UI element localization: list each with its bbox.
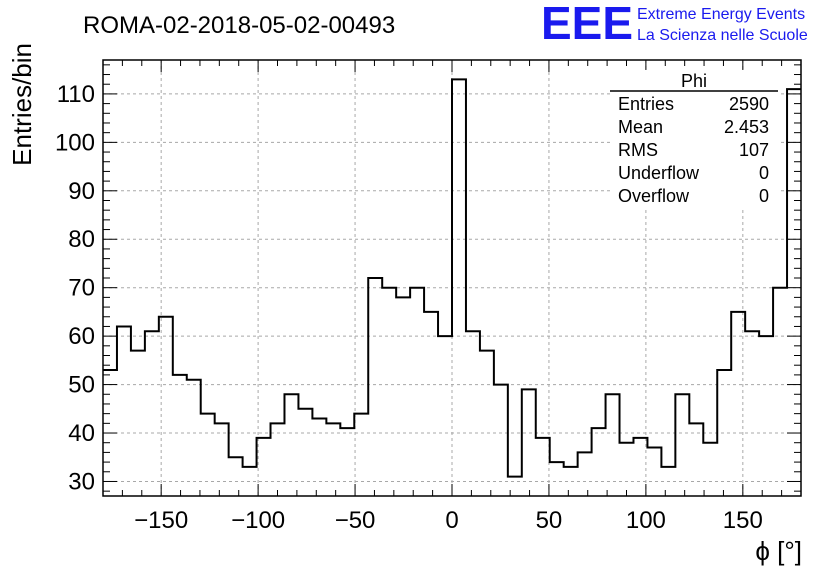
stats-row-label: Underflow bbox=[618, 163, 700, 183]
stats-row-label: Mean bbox=[618, 117, 663, 137]
histogram-bin bbox=[257, 438, 271, 496]
histogram-bin bbox=[494, 385, 508, 496]
y-tick-label: 100 bbox=[55, 129, 95, 156]
histogram-bin bbox=[145, 331, 159, 496]
histogram-bin bbox=[759, 336, 773, 496]
stats-row-value: 107 bbox=[739, 140, 769, 160]
stats-row-value: 2.453 bbox=[724, 117, 769, 137]
histogram-bin bbox=[229, 457, 243, 496]
histogram-bin bbox=[675, 394, 689, 496]
histogram-bin bbox=[787, 89, 801, 496]
eee-logo: EEE Extreme Energy Events La Scienza nel… bbox=[541, 0, 808, 49]
histogram-bin bbox=[354, 414, 368, 496]
histogram-bin bbox=[368, 278, 382, 496]
histogram-bin bbox=[159, 317, 173, 496]
x-tick-label: −100 bbox=[231, 507, 285, 534]
chart-title: ROMA-02-2018-05-02-00493 bbox=[83, 12, 395, 39]
histogram-bin bbox=[564, 467, 578, 496]
histogram-bin bbox=[689, 423, 703, 496]
histogram-bin bbox=[703, 443, 717, 496]
logo-line-2: La Scienza nelle Scuole bbox=[637, 27, 808, 44]
y-tick-label: 40 bbox=[68, 420, 95, 447]
stats-row-value: 0 bbox=[759, 186, 769, 206]
histogram-series bbox=[103, 78, 801, 496]
histogram-bin bbox=[284, 394, 298, 496]
histogram-bin bbox=[187, 380, 201, 496]
histogram-bin bbox=[773, 288, 787, 496]
y-tick-label: 50 bbox=[68, 372, 95, 399]
logo-line-1: Extreme Energy Events bbox=[637, 6, 805, 23]
y-tick-label: 80 bbox=[68, 226, 95, 253]
histogram-bin bbox=[661, 467, 675, 496]
stats-row-value: 2590 bbox=[729, 94, 769, 114]
y-axis-label: Entries/bin bbox=[7, 43, 37, 166]
y-tick-label: 110 bbox=[57, 81, 95, 108]
histogram-bin bbox=[396, 297, 410, 496]
stats-box: Phi Entries 2590 Mean 2.453 RMS 107 Underflow 0… bbox=[610, 70, 778, 210]
y-tick-label: 30 bbox=[68, 468, 95, 495]
histogram-bin bbox=[550, 462, 564, 496]
histogram-bin bbox=[647, 448, 661, 496]
stats-row-value: 0 bbox=[759, 163, 769, 183]
histogram-bin bbox=[745, 331, 759, 496]
histogram-bin bbox=[424, 312, 438, 496]
x-tick-label: 50 bbox=[536, 507, 563, 534]
histogram-bin bbox=[717, 370, 731, 496]
histogram-bin bbox=[340, 428, 354, 496]
x-tick-label: 150 bbox=[723, 507, 763, 534]
histogram-bin bbox=[633, 438, 647, 496]
y-tick-label: 90 bbox=[68, 178, 95, 205]
eee-logo-mark: EEE bbox=[541, 0, 633, 49]
histogram-bin bbox=[131, 351, 145, 496]
histogram-bin bbox=[536, 438, 550, 496]
histogram-bin bbox=[592, 428, 606, 496]
x-axis-label: ϕ [°] bbox=[755, 536, 802, 566]
histogram-bin bbox=[466, 331, 480, 496]
y-axis: 30 40 50 60 70 80 90 100 110 bbox=[55, 64, 801, 495]
histogram-bin bbox=[438, 336, 452, 496]
histogram-bin bbox=[731, 312, 745, 496]
histogram-bin bbox=[326, 423, 340, 496]
histogram-bin bbox=[201, 414, 215, 496]
histogram-bin bbox=[452, 79, 466, 496]
histogram-bin bbox=[243, 467, 257, 496]
stats-row-label: Overflow bbox=[618, 186, 690, 206]
histogram-bin bbox=[480, 351, 494, 496]
histogram-bin bbox=[173, 375, 187, 496]
x-tick-label: −150 bbox=[134, 507, 188, 534]
histogram-bin bbox=[117, 326, 131, 496]
y-tick-label: 60 bbox=[68, 323, 95, 350]
x-tick-label: −50 bbox=[335, 507, 376, 534]
histogram-bin bbox=[298, 409, 312, 496]
histogram-bin bbox=[522, 389, 536, 496]
histogram-bin bbox=[606, 394, 620, 496]
x-axis: −150 −100 −50 0 50 100 150 bbox=[102, 60, 802, 534]
histogram-bin bbox=[410, 288, 424, 496]
stats-row-label: Entries bbox=[618, 94, 674, 114]
histogram-bin bbox=[271, 423, 285, 496]
histogram-outline bbox=[103, 78, 801, 478]
histogram-bin bbox=[382, 288, 396, 496]
histogram-bin bbox=[312, 418, 326, 496]
histogram-bin bbox=[578, 452, 592, 496]
histogram-bin bbox=[215, 423, 229, 496]
stats-row-label: RMS bbox=[618, 140, 658, 160]
x-tick-label: 100 bbox=[626, 507, 666, 534]
x-tick-label: 0 bbox=[445, 507, 458, 534]
y-tick-label: 70 bbox=[68, 275, 95, 302]
stats-box-title: Phi bbox=[681, 71, 707, 91]
histogram-bin bbox=[620, 443, 634, 496]
